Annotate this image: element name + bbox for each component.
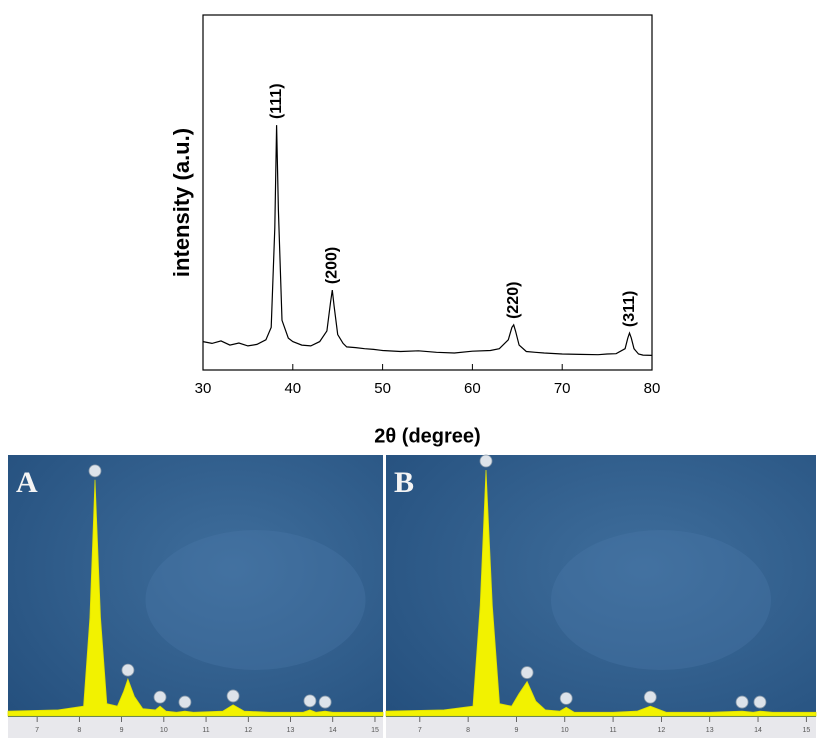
axis-strip (8, 717, 383, 738)
background-blob (146, 530, 366, 670)
x-tick-label: 12 (244, 727, 252, 734)
x-tick-label: 11 (202, 727, 209, 734)
x-tick-label: 15 (802, 727, 810, 734)
x-tick-label: 9 (514, 727, 518, 734)
axis-strip (386, 717, 816, 738)
x-axis-label: 2θ (degree) (374, 425, 480, 447)
x-tick-label: 11 (609, 727, 616, 734)
x-tick-label: 70 (554, 380, 571, 397)
peak-marker (736, 696, 748, 708)
peak-label: (111) (268, 83, 285, 119)
x-tick-label: 50 (374, 380, 391, 397)
x-tick-label: 10 (561, 727, 569, 734)
x-tick-label: 30 (195, 380, 212, 397)
background-blob (551, 530, 771, 670)
peak-label: (220) (505, 282, 522, 319)
peak-marker (122, 664, 134, 676)
peak-marker (89, 465, 101, 477)
x-tick-label: 8 (466, 727, 470, 734)
x-tick-label: 13 (706, 727, 714, 734)
x-tick-label: 80 (644, 380, 661, 397)
peak-label: (311) (621, 291, 638, 327)
y-axis-label: intensity (a.u.) (169, 128, 194, 277)
x-tick-label: 7 (35, 727, 39, 734)
figure: 30 40 50 60 70 80 2θ (degree) intensity (a.u.) (… (0, 0, 819, 738)
x-tick-label: 10 (160, 727, 168, 734)
panel-label: B (394, 466, 414, 499)
peak-marker (560, 692, 572, 704)
peak-marker (227, 690, 239, 702)
peak-marker (154, 691, 166, 703)
peak-marker (179, 696, 191, 708)
peak-label: (200) (324, 247, 341, 284)
peak-marker (521, 667, 533, 679)
peak-marker (754, 696, 766, 708)
peak-marker (644, 691, 656, 703)
x-tick-label: 40 (284, 380, 301, 397)
x-tick-label: 14 (329, 727, 337, 734)
x-tick-label: 13 (287, 727, 295, 734)
x-tick-label: 9 (120, 727, 124, 734)
peak-marker (304, 695, 316, 707)
xrd-line (203, 125, 652, 355)
x-tick-label: 8 (77, 727, 81, 734)
x-tick-label: 7 (418, 727, 422, 734)
x-tick-label: 15 (371, 727, 379, 734)
panel-label: A (16, 466, 38, 499)
x-tick-label: 60 (464, 380, 481, 397)
x-tick-label: 12 (657, 727, 665, 734)
peak-marker (319, 696, 331, 708)
x-tick-label: 14 (754, 727, 762, 734)
peak-marker (480, 455, 492, 467)
plot-frame (203, 15, 652, 370)
